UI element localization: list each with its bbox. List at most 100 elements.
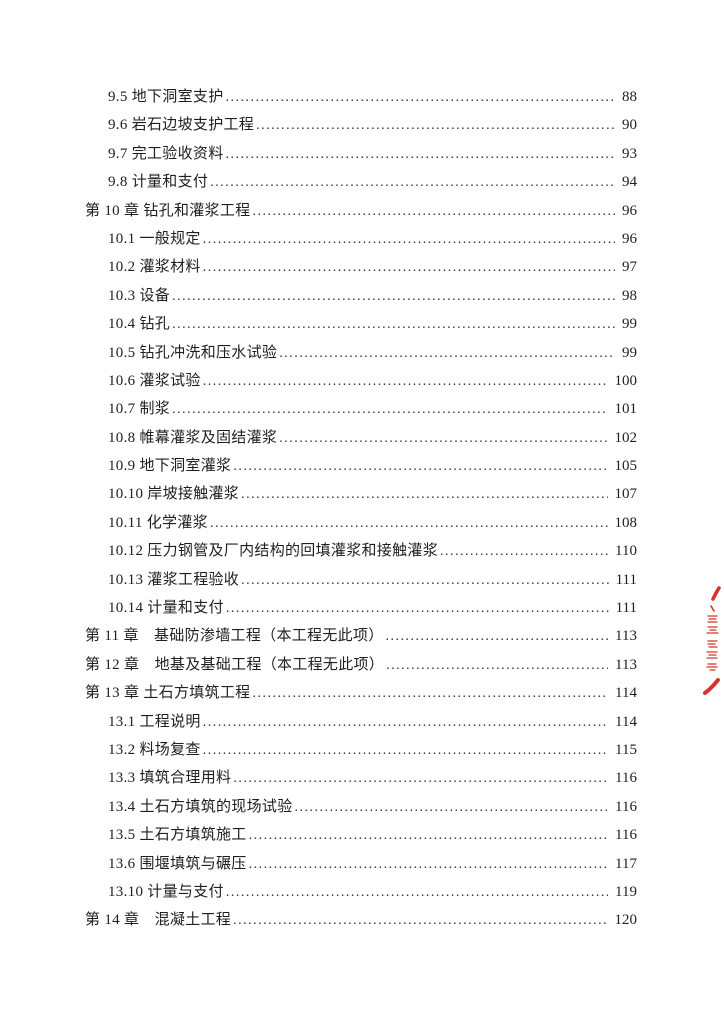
toc-entry: 10.3 设备 98 bbox=[85, 282, 637, 310]
toc-entry-page: 100 bbox=[614, 372, 638, 389]
toc-entry-label: 第 14 章 混凝土工程 bbox=[85, 912, 232, 929]
toc-entry: 第 12 章 地基及基础工程（本工程无此项） 113 bbox=[85, 651, 637, 679]
dot-leader bbox=[203, 708, 608, 737]
toc-entry-page: 99 bbox=[622, 344, 637, 361]
toc-entry-label: 10.10 岸坡接触灌浆 bbox=[108, 486, 240, 503]
toc-entry: 13.1 工程说明 114 bbox=[85, 708, 637, 736]
toc-entry-label: 第 12 章 地基及基础工程（本工程无此项） bbox=[85, 656, 385, 673]
toc-entry-label: 13.2 料场复查 bbox=[108, 741, 201, 758]
toc-entry-label: 10.4 钻孔 bbox=[108, 316, 171, 333]
toc-entry-label: 9.8 计量和支付 bbox=[108, 174, 209, 191]
dot-leader bbox=[233, 764, 608, 793]
dot-leader bbox=[172, 282, 615, 311]
toc-entry: 10.2 灌浆材料 97 bbox=[85, 253, 637, 281]
toc-entry: 10.4 钻孔 99 bbox=[85, 310, 637, 338]
toc-entry: 13.2 料场复查 115 bbox=[85, 736, 637, 764]
toc-entry-label: 10.9 地下洞室灌浆 bbox=[108, 458, 232, 475]
toc-entry: 第 11 章 基础防渗墙工程（本工程无此项） 113 bbox=[85, 622, 637, 650]
dot-leader bbox=[203, 225, 615, 254]
dot-leader bbox=[233, 906, 607, 935]
toc-entry-label: 10.11 化学灌浆 bbox=[108, 514, 208, 531]
dot-leader bbox=[241, 566, 609, 595]
dot-leader bbox=[226, 140, 615, 169]
toc-entry: 13.10 计量与支付 119 bbox=[85, 878, 637, 906]
dot-leader bbox=[210, 509, 608, 538]
toc-entry-label: 第 11 章 基础防渗墙工程（本工程无此项） bbox=[85, 628, 384, 645]
toc-entry-page: 115 bbox=[615, 741, 637, 758]
toc-entry-label: 10.2 灌浆材料 bbox=[108, 259, 201, 276]
toc-entry-page: 120 bbox=[614, 912, 638, 929]
toc-entry-page: 113 bbox=[615, 656, 637, 673]
dot-leader bbox=[226, 878, 608, 907]
toc-entry-page: 98 bbox=[622, 287, 637, 304]
toc-entry: 10.1 一般规定 96 bbox=[85, 225, 637, 253]
toc-entry: 10.8 帷幕灌浆及固结灌浆 102 bbox=[85, 424, 637, 452]
toc-entry-page: 96 bbox=[622, 230, 637, 247]
toc-entry-label: 9.7 完工验收资料 bbox=[108, 145, 224, 162]
toc-entry: 10.7 制浆 101 bbox=[85, 395, 637, 423]
dot-leader bbox=[440, 537, 608, 566]
toc-entry-label: 9.6 岩石边坡支护工程 bbox=[108, 117, 255, 134]
dot-leader bbox=[172, 395, 607, 424]
dot-leader bbox=[203, 253, 615, 282]
toc-entry-page: 105 bbox=[614, 458, 638, 475]
toc-entry-page: 97 bbox=[622, 259, 637, 276]
dot-leader bbox=[233, 452, 607, 481]
toc-entry-label: 10.14 计量和支付 bbox=[108, 600, 224, 617]
dot-leader bbox=[249, 850, 608, 879]
dot-leader bbox=[279, 339, 615, 368]
dot-leader bbox=[386, 651, 608, 680]
toc-entry-page: 88 bbox=[622, 89, 637, 105]
toc-entry: 第 10 章 钻孔和灌浆工程 96 bbox=[85, 197, 637, 225]
dot-leader bbox=[249, 821, 608, 850]
toc-entry: 13.4 土石方填筑的现场试验 116 bbox=[85, 793, 637, 821]
toc-entry-page: 101 bbox=[614, 401, 638, 418]
toc-entry-label: 第 13 章 土石方填筑工程 bbox=[85, 685, 251, 702]
toc-entry-page: 114 bbox=[615, 685, 637, 702]
toc-entry-page: 111 bbox=[615, 600, 637, 617]
dot-leader bbox=[172, 310, 615, 339]
toc-entry: 10.14 计量和支付 111 bbox=[85, 594, 637, 622]
dot-leader bbox=[252, 197, 615, 226]
toc-entry: 10.13 灌浆工程验收 111 bbox=[85, 566, 637, 594]
toc-entry-page: 90 bbox=[622, 117, 637, 134]
toc-entry: 10.5 钻孔冲洗和压水试验 99 bbox=[85, 339, 637, 367]
toc-entry: 9.8 计量和支付 94 bbox=[85, 168, 637, 196]
toc-entry-label: 13.3 填筑合理用料 bbox=[108, 770, 232, 787]
dot-leader bbox=[226, 594, 609, 623]
toc-entry-page: 119 bbox=[615, 883, 637, 900]
toc-entry: 9.7 完工验收资料 93 bbox=[85, 140, 637, 168]
toc-entry-label: 13.6 围堰填筑与碾压 bbox=[108, 855, 247, 872]
toc-entry-page: 107 bbox=[614, 486, 638, 503]
toc-entry-label: 10.13 灌浆工程验收 bbox=[108, 571, 240, 588]
toc-list: 9.5 地下洞室支护 88 9.6 岩石边坡支护工程 90 9.7 完工验收资料… bbox=[85, 83, 637, 935]
toc-entry: 13.3 填筑合理用料 116 bbox=[85, 764, 637, 792]
toc-entry-label: 10.12 压力钢管及厂内结构的回填灌浆和接触灌浆 bbox=[108, 543, 439, 560]
toc-entry-page: 113 bbox=[615, 628, 637, 645]
red-seal-stamp-icon bbox=[703, 586, 721, 695]
toc-entry-page: 116 bbox=[615, 798, 637, 815]
toc-entry-page: 93 bbox=[622, 145, 637, 162]
toc-entry: 第 14 章 混凝土工程 120 bbox=[85, 906, 637, 934]
toc-entry-label: 10.3 设备 bbox=[108, 287, 171, 304]
toc-entry-page: 108 bbox=[614, 514, 638, 531]
toc-entry: 9.6 岩石边坡支护工程 90 bbox=[85, 111, 637, 139]
toc-entry-label: 13.5 土石方填筑施工 bbox=[108, 827, 247, 844]
toc-entry-label: 9.5 地下洞室支护 bbox=[108, 89, 224, 105]
toc-entry-label: 10.6 灌浆试验 bbox=[108, 372, 201, 389]
toc-entry-label: 13.4 土石方填筑的现场试验 bbox=[108, 798, 293, 815]
toc-entry-page: 111 bbox=[615, 571, 637, 588]
toc-entry-page: 116 bbox=[615, 827, 637, 844]
toc-entry: 10.6 灌浆试验 100 bbox=[85, 367, 637, 395]
toc-entry-page: 94 bbox=[622, 174, 637, 191]
dot-leader bbox=[279, 424, 607, 453]
dot-leader bbox=[386, 622, 609, 651]
toc-entry: 10.10 岸坡接触灌浆 107 bbox=[85, 480, 637, 508]
toc-entry: 10.12 压力钢管及厂内结构的回填灌浆和接触灌浆 110 bbox=[85, 537, 637, 565]
toc-entry-label: 13.1 工程说明 bbox=[108, 713, 201, 730]
toc-entry-label: 10.1 一般规定 bbox=[108, 230, 201, 247]
toc-entry-page: 96 bbox=[622, 202, 637, 219]
toc-entry-page: 117 bbox=[615, 855, 637, 872]
dot-leader bbox=[203, 367, 608, 396]
